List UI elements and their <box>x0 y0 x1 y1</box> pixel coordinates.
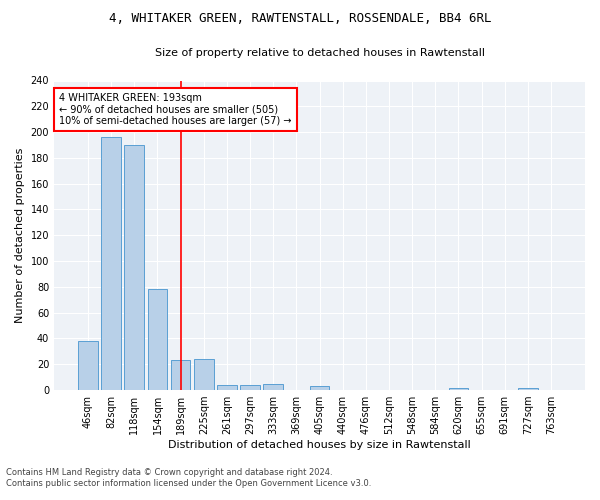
Y-axis label: Number of detached properties: Number of detached properties <box>15 148 25 323</box>
Bar <box>194 359 214 390</box>
Title: Size of property relative to detached houses in Rawtenstall: Size of property relative to detached ho… <box>155 48 485 58</box>
Text: 4 WHITAKER GREEN: 193sqm
← 90% of detached houses are smaller (505)
10% of semi-: 4 WHITAKER GREEN: 193sqm ← 90% of detach… <box>59 93 292 126</box>
Bar <box>449 388 468 390</box>
X-axis label: Distribution of detached houses by size in Rawtenstall: Distribution of detached houses by size … <box>168 440 471 450</box>
Text: 4, WHITAKER GREEN, RAWTENSTALL, ROSSENDALE, BB4 6RL: 4, WHITAKER GREEN, RAWTENSTALL, ROSSENDA… <box>109 12 491 26</box>
Bar <box>518 388 538 390</box>
Bar <box>78 341 98 390</box>
Text: Contains HM Land Registry data © Crown copyright and database right 2024.
Contai: Contains HM Land Registry data © Crown c… <box>6 468 371 487</box>
Bar <box>171 360 190 390</box>
Bar <box>240 385 260 390</box>
Bar <box>310 386 329 390</box>
Bar <box>217 385 237 390</box>
Bar <box>263 384 283 390</box>
Bar <box>101 138 121 390</box>
Bar <box>148 290 167 390</box>
Bar <box>124 145 144 390</box>
